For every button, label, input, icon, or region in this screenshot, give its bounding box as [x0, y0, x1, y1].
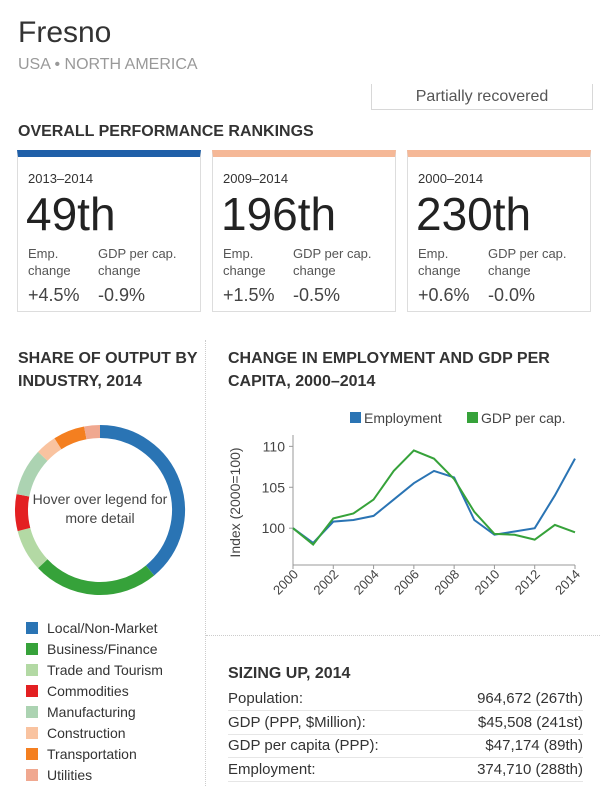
x-tick-label: 2014 — [552, 567, 583, 598]
divider — [206, 635, 600, 636]
legend-label: Transportation — [47, 746, 137, 762]
section-title: SIZING UP, 2014 — [228, 665, 351, 682]
legend-swatch — [467, 412, 478, 423]
section-title: CHANGE IN EMPLOYMENT AND GDP PER CAPITA,… — [228, 350, 550, 390]
rank: 49th — [26, 188, 116, 240]
donut-segment — [15, 494, 31, 532]
section-title: OVERALL PERFORMANCE RANKINGS — [18, 123, 314, 140]
row-value: $45,508 (241st) — [477, 713, 583, 731]
legend-swatch — [26, 769, 38, 781]
gdp-label: GDP per cap. change — [488, 246, 567, 278]
legend-label: Commodities — [47, 683, 129, 699]
legend-swatch — [26, 706, 38, 718]
row-label: Population: — [228, 690, 304, 707]
donut-segment — [54, 426, 87, 450]
legend-label: Employment — [364, 410, 442, 426]
y-axis-title: Index (2000=100) — [227, 447, 243, 557]
legend-swatch — [26, 727, 38, 739]
row-line — [228, 733, 583, 735]
legend-label: Manufacturing — [47, 704, 136, 720]
rank: 196th — [221, 188, 337, 240]
donut-segment — [16, 451, 48, 497]
legend-label: GDP per cap. — [481, 410, 566, 426]
period: 2000–2014 — [418, 171, 484, 186]
legend-label: Construction — [47, 725, 126, 741]
ranking-card: 2000–2014 230th Emp. change GDP per cap. ch… — [407, 150, 591, 312]
line-chart: 100 105 110 2000 2002 2004 2006 2008 2010 2012 201… — [227, 410, 583, 598]
period: 2013–2014 — [28, 171, 94, 186]
legend-label: Utilities — [47, 767, 92, 783]
donut-segment — [17, 527, 48, 569]
y-tick-label: 105 — [262, 479, 286, 495]
donut-segment — [38, 559, 155, 595]
legend-swatch — [350, 412, 361, 423]
period: 2009–2014 — [223, 171, 289, 186]
row-value: 374,710 (288th) — [477, 760, 583, 778]
x-tick-label: 2012 — [512, 567, 543, 598]
legend-swatch — [26, 664, 38, 676]
city-title: Fresno — [18, 16, 112, 49]
legend-swatch — [26, 622, 38, 634]
x-tick-label: 2002 — [310, 567, 341, 598]
legend-label: Trade and Tourism — [47, 662, 163, 678]
legend-swatch — [26, 685, 38, 697]
donut-segment — [38, 438, 62, 461]
row-line — [228, 780, 583, 782]
region: USA • NORTH AMERICA — [18, 56, 198, 73]
rank: 230th — [416, 188, 532, 240]
row-label: GDP (PPP, $Million): — [228, 713, 366, 731]
series-line — [292, 458, 576, 545]
x-tick-label: 2000 — [270, 567, 301, 598]
emp-value: +1.5% — [223, 285, 275, 305]
x-tick-label: 2006 — [391, 567, 422, 598]
legend-swatch — [26, 643, 38, 655]
legend-label: Local/Non-Market — [47, 620, 158, 636]
gdp-label: GDP per cap. change — [98, 246, 177, 278]
status-box: Partially recovered — [371, 84, 593, 110]
row-label: Employment: — [228, 760, 316, 778]
donut-chart: Local/Non-Market Business/Finance Trade an… — [15, 425, 185, 783]
donut-segment — [84, 425, 101, 440]
series-line — [292, 449, 576, 546]
gdp-label: GDP per cap. change — [293, 246, 372, 278]
x-tick-label: 2010 — [471, 567, 502, 598]
row-line — [228, 757, 583, 758]
gdp-value: -0.0% — [488, 285, 536, 305]
gdp-value: -0.5% — [293, 285, 341, 305]
emp-value: +4.5% — [28, 285, 80, 305]
donut-segment — [99, 425, 185, 576]
donut-hint: Hover over legend for more detail — [32, 491, 168, 526]
emp-value: +0.6% — [418, 285, 470, 305]
divider — [205, 340, 206, 786]
emp-label: Emp. change — [28, 246, 71, 278]
emp-label: Emp. change — [418, 246, 461, 278]
row-label: GDP per capita (PPP): — [228, 737, 379, 754]
ranking-card: 2009–2014 196th Emp. change GDP per cap. ch… — [212, 150, 396, 312]
ranking-card: 2013–2014 49th Emp. change GDP per cap. cha… — [17, 150, 201, 312]
emp-label: Emp. change — [223, 246, 266, 278]
row-value: $47,174 (89th) — [485, 737, 583, 754]
legend-label: Business/Finance — [47, 641, 158, 657]
legend-swatch — [26, 748, 38, 760]
row-value: 964,672 (267th) — [477, 690, 583, 707]
x-tick-label: 2004 — [351, 567, 382, 598]
y-tick-label: 110 — [263, 438, 286, 454]
section-title: SHARE OF OUTPUT BY INDUSTRY, 2014 — [18, 350, 198, 390]
row-line — [228, 710, 583, 711]
x-tick-label: 2008 — [431, 567, 462, 598]
y-tick-label: 100 — [262, 520, 286, 536]
gdp-value: -0.9% — [98, 285, 146, 305]
